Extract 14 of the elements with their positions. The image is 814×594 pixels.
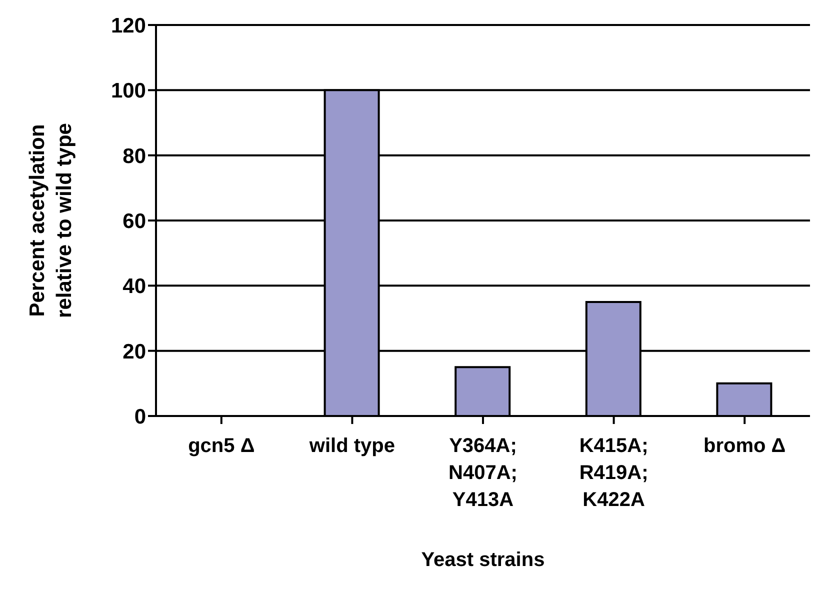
x-tick-label: K415A; R419A; K422A (579, 435, 648, 511)
y-tick-label: 20 (122, 340, 146, 364)
y-tick-label: 40 (122, 275, 146, 298)
y-tick-label: 0 (134, 405, 146, 428)
y-tick-label: 120 (110, 14, 146, 38)
y-tick-label: 100 (110, 80, 146, 103)
y-tick-label: 60 (122, 210, 146, 233)
x-tick-label: wild type (308, 435, 395, 457)
y-axis-title: Percent acetylation relative to wild type (26, 123, 76, 318)
x-tick-label: bromo Δ (704, 435, 786, 457)
x-axis-title: Yeast strains (421, 549, 545, 571)
x-tick-label: gcn5 Δ (188, 435, 255, 457)
x-tick-label: Y364A; N407A; Y413A (448, 435, 518, 511)
y-tick-label: 80 (122, 144, 146, 168)
